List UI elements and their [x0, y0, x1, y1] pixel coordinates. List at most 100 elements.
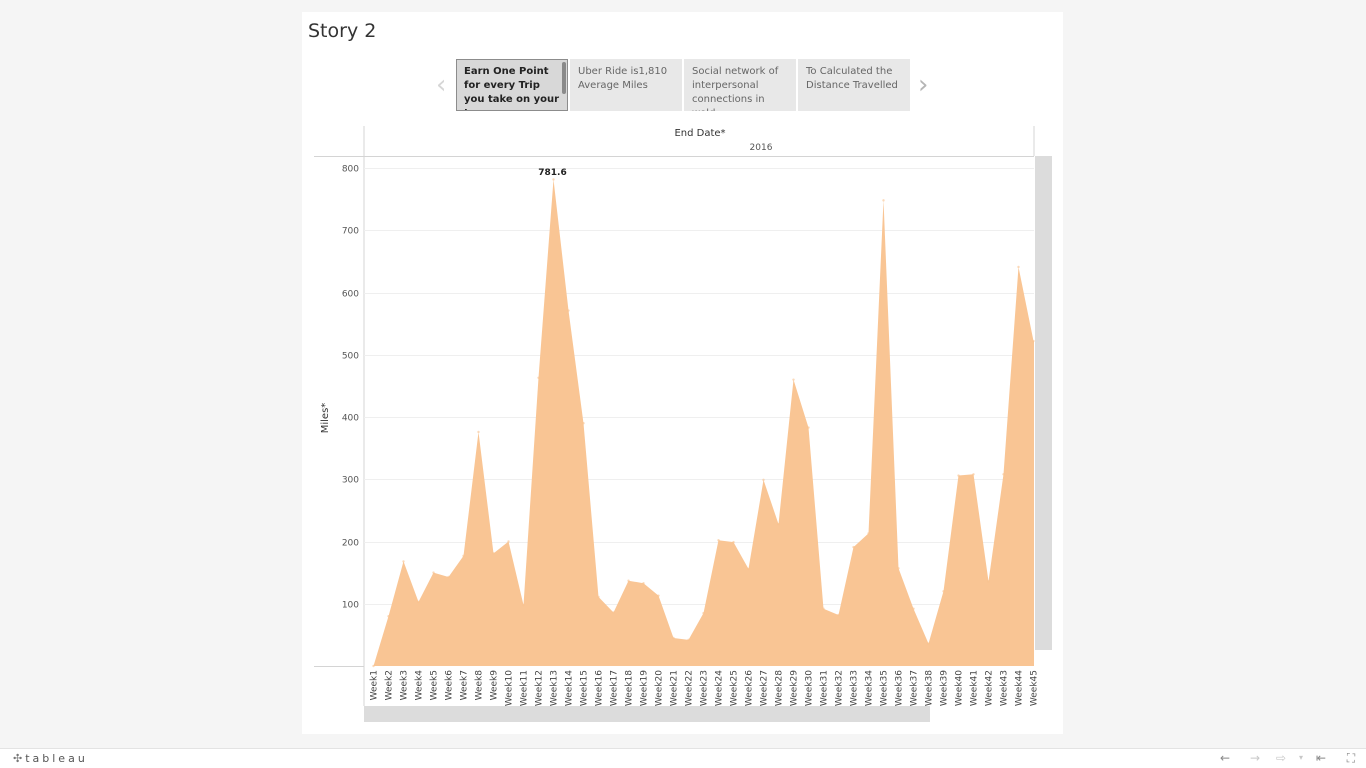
- x-tick-label: Week29: [790, 670, 800, 706]
- x-tick-label: Week43: [1000, 670, 1010, 706]
- data-point: [552, 178, 555, 181]
- data-point: [462, 554, 465, 558]
- data-point: [372, 664, 375, 668]
- x-tick-label: Week12: [535, 670, 545, 706]
- x-tick-label: Week34: [865, 670, 875, 706]
- data-point: [912, 607, 915, 610]
- data-point: [897, 567, 900, 570]
- vertical-scrollbar[interactable]: [1035, 156, 1052, 650]
- data-point: [642, 582, 645, 585]
- x-tick-label: Week4: [415, 670, 425, 701]
- x-tick-label: Week9: [490, 670, 500, 701]
- fullscreen-icon[interactable]: ⛶: [1346, 751, 1356, 765]
- x-tick-label: Week19: [640, 670, 650, 706]
- x-tick-label: Week40: [955, 670, 965, 706]
- x-tick-label: Week32: [835, 670, 845, 706]
- data-point: [1017, 265, 1020, 269]
- revert-to-start-icon[interactable]: ⇤: [1315, 751, 1327, 765]
- data-point: [447, 575, 450, 579]
- data-point: [432, 571, 435, 574]
- data-point: [852, 545, 855, 549]
- data-point: [882, 199, 885, 202]
- data-point: [672, 636, 675, 640]
- data-point: [972, 473, 975, 476]
- tableau-logo-icon: ✣: [13, 752, 23, 765]
- chevron-right-icon[interactable]: ›: [918, 70, 929, 100]
- data-point: [492, 552, 495, 555]
- x-tick-label: Week27: [760, 670, 770, 706]
- story-point-text: To Calculated the Distance Travelled: [806, 66, 898, 91]
- chevron-left-icon[interactable]: ‹: [436, 70, 447, 100]
- x-tick-label: Week38: [925, 670, 935, 706]
- x-tick-label: Week6: [445, 670, 455, 701]
- y-axis-title: Miles*: [320, 403, 331, 434]
- data-point: [807, 426, 810, 429]
- y-tick-label: 300: [342, 476, 359, 486]
- x-tick-label: Week21: [670, 670, 680, 706]
- column-header: End Date*: [674, 128, 725, 139]
- horizontal-scrollbar[interactable]: [364, 706, 930, 722]
- data-point: [942, 590, 945, 593]
- story-point-1[interactable]: Earn One Point for every Trip you take o…: [456, 59, 568, 111]
- x-tick-label: Week37: [910, 670, 920, 706]
- tableau-logo-text: tableau: [25, 752, 88, 765]
- data-point: [1002, 473, 1005, 476]
- x-tick-label: Week5: [430, 670, 440, 700]
- undo-icon[interactable]: ←: [1219, 751, 1231, 765]
- x-tick-label: Week24: [715, 670, 725, 706]
- redo-icon[interactable]: →: [1249, 751, 1261, 765]
- x-axis-ticks: Week1 Week2 Week3 Week4 Week5 Week6 Week7 Week8…: [370, 670, 1040, 706]
- data-point: [417, 600, 420, 604]
- data-point: [597, 595, 600, 599]
- x-tick-label: Week25: [730, 670, 740, 706]
- y-tick-label: 500: [342, 352, 359, 362]
- data-point: [837, 613, 840, 617]
- data-point: [402, 560, 405, 563]
- tableau-toolbar: ✣ tableau ← → ⇨ ▾ ⇤ ⛶: [0, 748, 1366, 768]
- data-point: [387, 615, 390, 618]
- x-tick-label: Week33: [850, 670, 860, 706]
- data-point: [1032, 339, 1035, 343]
- data-label: 781.6: [538, 168, 566, 178]
- area-chart: End Date* 2016 Miles* 100 200 300 400 500 600…: [314, 126, 1052, 722]
- story-point-text: Uber Ride is1,810 Average Miles: [578, 66, 668, 91]
- data-point: [537, 376, 540, 379]
- y-tick-label: 600: [342, 290, 359, 300]
- x-tick-label: Week35: [880, 670, 890, 706]
- x-tick-label: Week17: [610, 670, 620, 706]
- data-point: [582, 422, 585, 425]
- gridlines: [364, 168, 1034, 605]
- x-tick-label: Week11: [520, 670, 530, 706]
- x-tick-label: Week2: [385, 670, 395, 700]
- x-tick-label: Week13: [550, 670, 560, 706]
- data-point: [732, 540, 735, 544]
- x-tick-label: Week18: [625, 670, 635, 706]
- x-tick-label: Week15: [580, 670, 590, 706]
- story-point-text: Social network of interpersonal connecti…: [692, 66, 779, 111]
- revert-icon[interactable]: ⇨: [1275, 751, 1287, 765]
- x-tick-label: Week23: [700, 670, 710, 706]
- data-point: [792, 378, 795, 381]
- data-point: [867, 532, 870, 535]
- x-tick-label: Week31: [820, 670, 830, 706]
- story-point-4[interactable]: To Calculated the Distance Travelled: [798, 59, 910, 111]
- share-dropdown-icon[interactable]: ▾: [1298, 753, 1303, 762]
- x-tick-label: Week26: [745, 670, 755, 706]
- story-point-3[interactable]: Social network of interpersonal connecti…: [684, 59, 796, 111]
- x-tick-label: Week7: [460, 670, 470, 700]
- data-point: [702, 611, 705, 615]
- y-tick-label: 200: [342, 539, 359, 549]
- story-point-text: Earn One Point for every Trip you take o…: [464, 66, 560, 110]
- x-tick-label: Week16: [595, 670, 605, 706]
- data-point: [507, 540, 510, 543]
- chart-frame: [314, 126, 1035, 706]
- y-tick-label: 700: [342, 227, 359, 237]
- data-point: [627, 579, 630, 582]
- story-point-scrollbar[interactable]: [562, 62, 566, 94]
- y-tick-label: 400: [342, 414, 359, 424]
- area-layer: [373, 179, 1034, 667]
- data-point: [747, 567, 750, 571]
- story-point-2[interactable]: Uber Ride is1,810 Average Miles: [570, 59, 682, 111]
- data-point: [957, 474, 960, 477]
- data-point: [477, 430, 480, 434]
